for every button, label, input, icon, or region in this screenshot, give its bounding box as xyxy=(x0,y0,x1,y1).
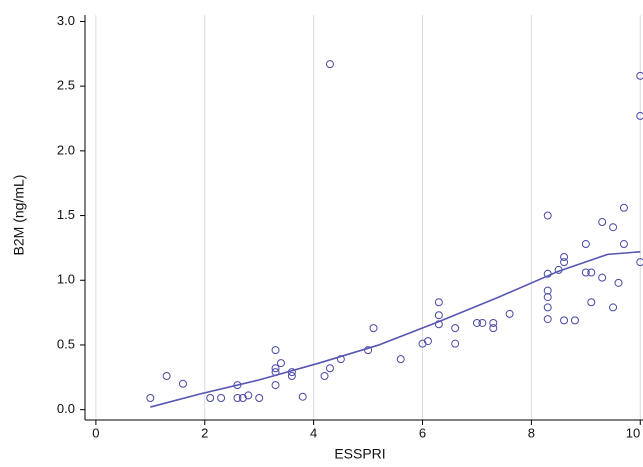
point xyxy=(543,315,552,324)
point xyxy=(598,273,607,282)
point xyxy=(614,278,623,287)
point xyxy=(434,311,443,320)
x-tick-label: 4 xyxy=(310,425,317,440)
point xyxy=(505,309,514,318)
point xyxy=(581,268,590,277)
point xyxy=(206,394,215,403)
y-axis-label: B2M (ng/mL) xyxy=(11,175,27,256)
point xyxy=(489,324,498,333)
point xyxy=(271,364,280,373)
y-tick-label: 2.0 xyxy=(57,142,75,157)
y-tick-label: 0.5 xyxy=(57,336,75,351)
point xyxy=(560,258,569,267)
point xyxy=(619,203,628,212)
point xyxy=(325,364,334,373)
point xyxy=(423,337,432,346)
point xyxy=(609,303,618,312)
point xyxy=(217,394,226,403)
point xyxy=(636,111,643,120)
point xyxy=(636,258,643,267)
point xyxy=(489,318,498,327)
point xyxy=(619,240,628,249)
point xyxy=(434,320,443,329)
x-axis-label: ESSPRI xyxy=(334,446,385,462)
point xyxy=(570,316,579,325)
point xyxy=(178,379,187,388)
point xyxy=(320,372,329,381)
point xyxy=(233,394,242,403)
point xyxy=(560,316,569,325)
point xyxy=(434,298,443,307)
point xyxy=(636,71,643,80)
point xyxy=(369,324,378,333)
point xyxy=(396,355,405,364)
point xyxy=(472,318,481,327)
x-tick-label: 6 xyxy=(419,425,426,440)
point xyxy=(451,339,460,348)
x-tick-label: 8 xyxy=(528,425,535,440)
point xyxy=(271,346,280,355)
point xyxy=(587,298,596,307)
y-tick-label: 0.0 xyxy=(57,401,75,416)
point xyxy=(543,211,552,220)
point xyxy=(287,372,296,381)
point xyxy=(543,293,552,302)
point xyxy=(587,268,596,277)
point xyxy=(255,394,264,403)
point xyxy=(478,318,487,327)
point xyxy=(233,381,242,390)
x-tick-label: 0 xyxy=(92,425,99,440)
point xyxy=(325,60,334,69)
point xyxy=(560,252,569,261)
y-tick-label: 2.5 xyxy=(57,78,75,93)
y-tick-label: 1.5 xyxy=(57,207,75,222)
point xyxy=(543,303,552,312)
y-tick-label: 1.0 xyxy=(57,272,75,287)
point xyxy=(451,324,460,333)
x-tick-label: 2 xyxy=(201,425,208,440)
point xyxy=(271,381,280,390)
point xyxy=(598,218,607,227)
y-tick-label: 3.0 xyxy=(57,13,75,28)
point xyxy=(162,372,171,381)
point xyxy=(276,359,285,368)
point xyxy=(244,391,253,400)
x-tick-label: 10 xyxy=(626,425,640,440)
point xyxy=(543,286,552,295)
point xyxy=(609,223,618,232)
point xyxy=(146,394,155,403)
point xyxy=(298,392,307,401)
fit-line xyxy=(150,250,641,408)
point xyxy=(581,240,590,249)
